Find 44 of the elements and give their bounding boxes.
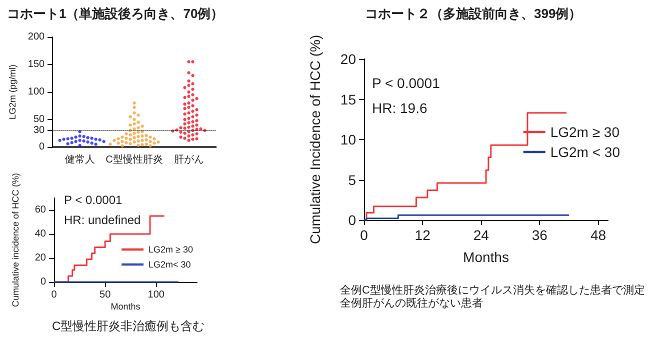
x-tick-label: 健常人 <box>64 154 95 166</box>
y-axis-title: LG2m (pg/ml) <box>8 64 18 120</box>
y-tick-label: 0 <box>348 212 356 228</box>
y-tick-label: 50 <box>33 114 46 125</box>
x-tick-label: 48 <box>590 227 606 243</box>
legend-label: LG2m < 30 <box>550 144 620 160</box>
y-tick-label: 60 <box>34 204 46 216</box>
x-tick-label: 24 <box>473 227 490 243</box>
annotation: P < 0.0001 <box>372 75 440 91</box>
text: 全例C型慢性肝炎治療後にウイルス消失を確認した患者で測定 <box>340 284 645 296</box>
x-axis-title: Months <box>110 302 141 312</box>
y-tick-label: 200 <box>28 32 46 42</box>
x-tick-label: 12 <box>414 227 431 243</box>
y-tick-label: 20 <box>34 252 46 264</box>
x-axis-title: Months <box>463 249 509 265</box>
y-tick-label: 15 <box>340 91 356 108</box>
y-tick-label: 100 <box>28 86 46 98</box>
x-tick-label: 100 <box>148 290 165 300</box>
y-axis-title: Cumulative Incidence of HCC (%) <box>307 34 323 244</box>
y-tick-label: 150 <box>28 59 46 70</box>
x-tick-label: C型慢性肝炎 <box>106 154 163 166</box>
chart-title: コホート1（単施設後ろ向き、70例） <box>7 6 224 21</box>
x-tick-label: 肝がん <box>174 154 204 166</box>
text: C型慢性肝炎非治癒例も含む <box>52 319 205 333</box>
x-tick-label: 0 <box>51 290 58 300</box>
y-tick-label: 5 <box>348 172 356 188</box>
legend-label: LG2m ≥ 30 <box>550 124 620 140</box>
y-tick-label: 20 <box>340 51 356 67</box>
x-tick-label: 0 <box>360 227 368 243</box>
annotation: HR: undefined <box>64 213 141 227</box>
y-tick-label: 30 <box>33 125 46 136</box>
legend-label: LG2m ≥ 30 <box>148 244 194 254</box>
legend-label: LG2m< 30 <box>148 260 191 270</box>
x-tick-label: 36 <box>532 227 548 243</box>
x-tick-label: 50 <box>100 290 112 300</box>
annotation: P < 0.0001 <box>64 193 122 207</box>
y-axis-title: Cumulative incidence of HCC (%) <box>10 172 20 308</box>
y-tick-label: 0 <box>39 142 46 152</box>
y-tick-label: 40 <box>34 228 46 240</box>
annotation: HR: 19.6 <box>372 100 428 116</box>
y-tick-label: 10 <box>340 132 356 148</box>
y-tick-label: 0 <box>40 276 46 288</box>
chart-title: コホート２（多施設前向き、399例） <box>365 6 582 21</box>
text: 全例肝がんの既往がない患者 <box>340 296 483 310</box>
